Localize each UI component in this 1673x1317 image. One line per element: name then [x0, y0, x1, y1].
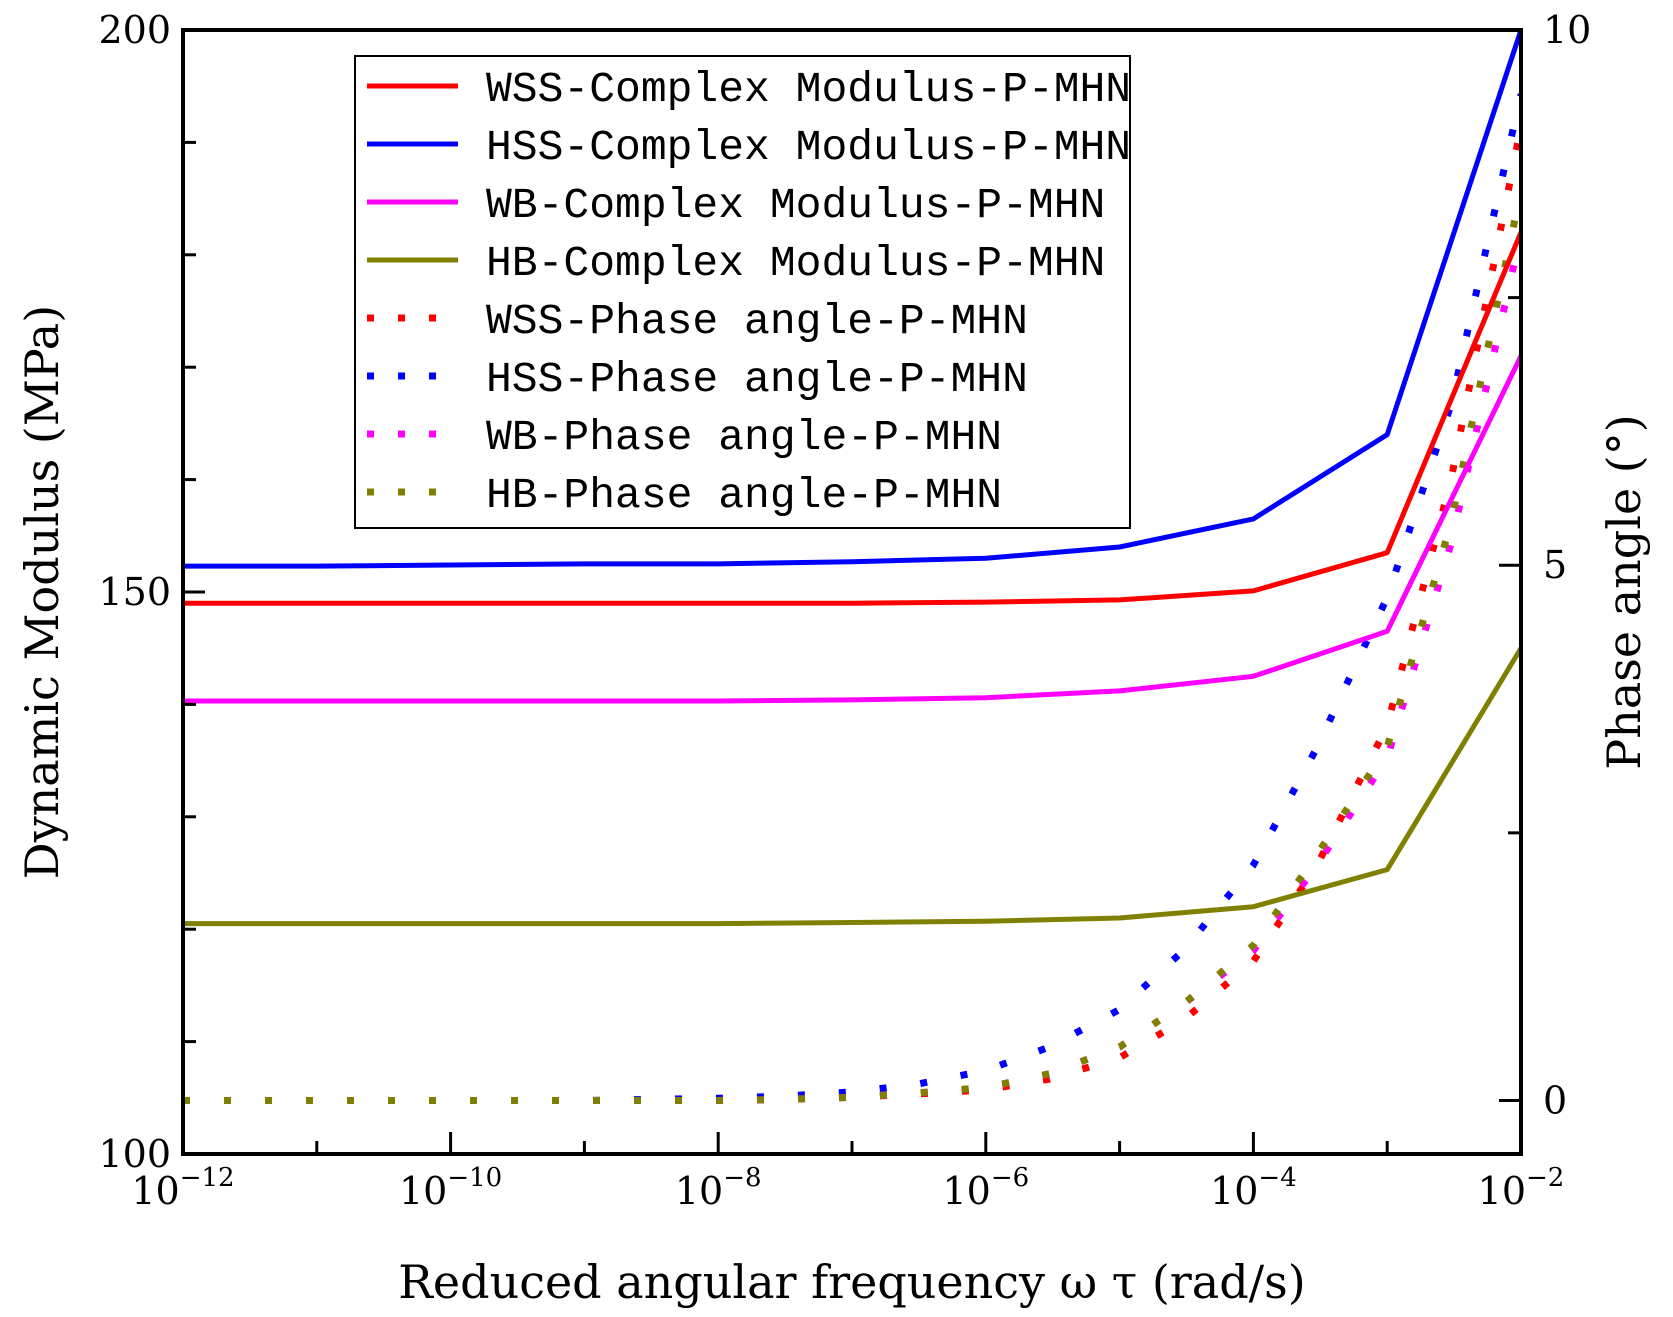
- y-right-tick-label: 10: [1543, 8, 1591, 52]
- legend-label: WB-Phase angle-P-MHN: [486, 413, 1002, 462]
- series-line-hss-complex-modulus-p-mhn: [183, 30, 1521, 569]
- series-layer: [183, 30, 1521, 1104]
- y-axis-left: 100 150 200: [98, 8, 205, 1176]
- series-line-wss-complex-modulus-p-mhn: [183, 231, 1521, 606]
- legend-label: HB-Phase angle-P-MHN: [486, 471, 1002, 520]
- series-line-wss-phase-angle-p-mhn: [183, 125, 1521, 1104]
- legend-box: [354, 55, 1131, 529]
- legend: WSS-Complex Modulus-P-MHN HSS-Complex Mod…: [354, 55, 1131, 529]
- x-tick-label: 10−12: [131, 1163, 234, 1213]
- y-axis-left-title: Dynamic Modulus (MPa): [15, 305, 69, 879]
- x-tick-label: 10−6: [942, 1163, 1029, 1213]
- series-line-hb-complex-modulus-p-mhn: [183, 646, 1521, 927]
- y-axis-right-title: Phase angle (°): [1597, 414, 1651, 769]
- y-right-tick-label: 5: [1543, 543, 1567, 587]
- y-left-tick-label: 200: [98, 8, 171, 52]
- x-tick-label: 10−8: [675, 1163, 762, 1213]
- x-axis-title: Reduced angular frequency ω τ (rad/s): [398, 1255, 1305, 1309]
- legend-label: HSS-Complex Modulus-P-MHN: [486, 123, 1131, 172]
- series-line-wb-complex-modulus-p-mhn: [183, 354, 1521, 704]
- x-axis: 10−12 10−10 10−8 10−6 10−4 10−2: [131, 1132, 1564, 1213]
- legend-label: WB-Complex Modulus-P-MHN: [486, 181, 1105, 230]
- y-right-tick-label: 0: [1543, 1078, 1567, 1122]
- legend-label: WSS-Complex Modulus-P-MHN: [486, 65, 1131, 114]
- y-axis-right: 0 5 10: [1499, 8, 1591, 1122]
- legend-label: HSS-Phase angle-P-MHN: [486, 355, 1028, 404]
- legend-label: HB-Complex Modulus-P-MHN: [486, 239, 1105, 288]
- x-tick-label: 10−4: [1210, 1163, 1297, 1213]
- y-left-tick-label: 150: [98, 570, 171, 614]
- legend-label: WSS-Phase angle-P-MHN: [486, 297, 1028, 346]
- x-tick-label: 10−10: [399, 1163, 502, 1213]
- y-left-tick-label: 100: [98, 1132, 171, 1176]
- x-tick-label: 10−2: [1478, 1163, 1565, 1213]
